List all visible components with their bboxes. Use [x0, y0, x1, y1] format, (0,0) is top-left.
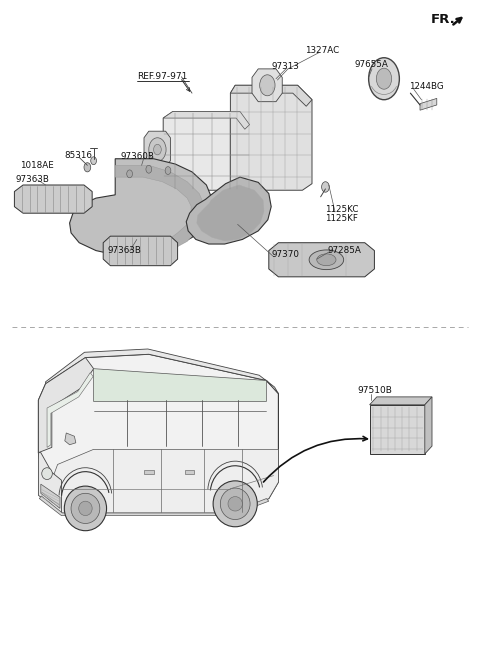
Ellipse shape — [317, 254, 336, 266]
Circle shape — [322, 182, 329, 192]
Polygon shape — [38, 354, 278, 513]
Circle shape — [154, 144, 161, 155]
Circle shape — [369, 58, 399, 100]
Circle shape — [127, 170, 132, 178]
Polygon shape — [38, 358, 94, 453]
Polygon shape — [38, 453, 61, 513]
Text: 97313: 97313 — [271, 62, 299, 72]
Text: 1125KC: 1125KC — [325, 205, 359, 214]
Text: 1327AC: 1327AC — [305, 46, 339, 55]
Circle shape — [165, 167, 171, 174]
Polygon shape — [186, 177, 271, 244]
Polygon shape — [269, 243, 374, 277]
Polygon shape — [197, 185, 264, 241]
Circle shape — [146, 165, 152, 173]
Polygon shape — [14, 185, 92, 213]
Ellipse shape — [309, 250, 344, 270]
Text: 97655A: 97655A — [354, 60, 388, 70]
Polygon shape — [115, 165, 204, 255]
Polygon shape — [163, 112, 250, 190]
Polygon shape — [47, 373, 93, 447]
Circle shape — [260, 75, 275, 96]
Text: 1125KF: 1125KF — [325, 214, 358, 223]
Polygon shape — [370, 405, 425, 454]
Polygon shape — [425, 397, 432, 454]
Polygon shape — [103, 236, 178, 266]
Text: FR.: FR. — [431, 13, 456, 26]
Bar — [144, 470, 154, 474]
Text: 97363B: 97363B — [16, 174, 50, 184]
Polygon shape — [65, 433, 76, 445]
Polygon shape — [163, 112, 250, 129]
Polygon shape — [370, 397, 432, 405]
Text: 1244BG: 1244BG — [409, 82, 444, 91]
Polygon shape — [70, 159, 211, 256]
Ellipse shape — [213, 481, 257, 527]
Ellipse shape — [220, 488, 250, 520]
Polygon shape — [39, 496, 269, 516]
Ellipse shape — [42, 468, 52, 480]
Polygon shape — [252, 69, 282, 102]
Text: REF.97-971: REF.97-971 — [137, 72, 187, 81]
Circle shape — [376, 68, 392, 89]
Bar — [185, 470, 194, 474]
Polygon shape — [41, 484, 60, 508]
Ellipse shape — [228, 497, 242, 511]
Ellipse shape — [64, 486, 107, 531]
Text: 85316: 85316 — [65, 151, 93, 160]
Circle shape — [84, 163, 91, 172]
Text: 97360B: 97360B — [121, 152, 155, 161]
Polygon shape — [230, 85, 312, 190]
Polygon shape — [144, 131, 170, 167]
Polygon shape — [420, 98, 437, 110]
Polygon shape — [52, 449, 278, 513]
Text: 97370: 97370 — [271, 250, 299, 259]
Text: 97285A: 97285A — [327, 246, 361, 255]
Ellipse shape — [71, 493, 100, 523]
Circle shape — [91, 157, 96, 165]
Circle shape — [149, 138, 166, 161]
Text: 97510B: 97510B — [358, 386, 393, 395]
Polygon shape — [94, 369, 266, 401]
Polygon shape — [46, 349, 278, 394]
Polygon shape — [230, 85, 312, 106]
Text: 97363B: 97363B — [108, 246, 142, 255]
Text: 1018AE: 1018AE — [20, 161, 54, 170]
Ellipse shape — [79, 501, 92, 516]
